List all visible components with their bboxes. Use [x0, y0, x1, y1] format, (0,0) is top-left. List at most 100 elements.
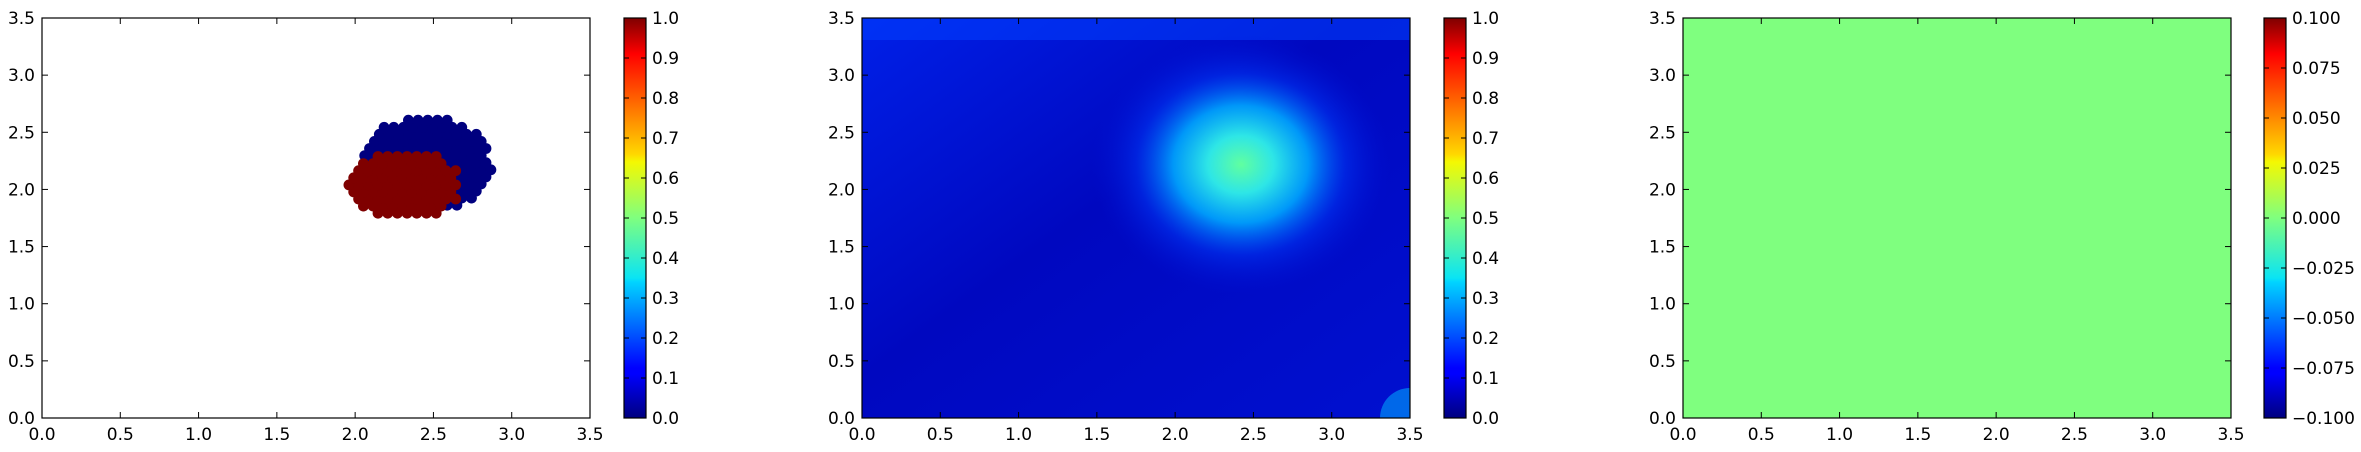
- y-tick-label: 0.0: [828, 409, 855, 429]
- colorbar-tick-label: 0.075: [2292, 59, 2341, 79]
- scatter-point: [456, 122, 467, 133]
- x-tick-label: 1.5: [263, 425, 290, 445]
- x-tick-label: 3.0: [1318, 425, 1345, 445]
- scatter-point: [373, 151, 384, 162]
- colorbar-tick-label: 0.025: [2292, 159, 2341, 179]
- x-tick-label: 3.5: [2217, 425, 2244, 445]
- y-tick-label: 2.5: [1649, 123, 1676, 143]
- scatter-point: [450, 165, 461, 176]
- colorbar-tick-label: 1.0: [652, 9, 679, 29]
- scatter-point: [421, 151, 432, 162]
- x-tick-label: 3.5: [576, 425, 603, 445]
- colorbar-tick-label: 1.0: [1472, 9, 1499, 29]
- y-tick-label: 3.0: [8, 66, 35, 86]
- y-tick-label: 0.5: [8, 352, 35, 372]
- y-tick-label: 2.0: [1649, 180, 1676, 200]
- x-tick-label: 0.5: [1748, 425, 1775, 445]
- colorbar-tick-label: 0.0: [1472, 409, 1499, 429]
- scatter-point: [392, 151, 403, 162]
- x-tick-label: 2.0: [1162, 425, 1189, 445]
- scatter-point: [432, 115, 443, 126]
- scatter-point: [471, 129, 482, 140]
- colorbar-tick-label: 0.7: [652, 129, 679, 149]
- x-tick-label: 2.5: [420, 425, 447, 445]
- colorbar-tick-label: 0.3: [652, 289, 679, 309]
- x-tick-label: 0.5: [927, 425, 954, 445]
- y-tick-label: 3.0: [828, 66, 855, 86]
- x-tick-label: 2.0: [342, 425, 369, 445]
- colorbar-tick-label: 0.4: [1472, 249, 1499, 269]
- colorbar-tick-label: 0.6: [652, 169, 679, 189]
- colorbar-tick-label: −0.100: [2292, 409, 2355, 429]
- colorbar-tick-label: 0.000: [2292, 209, 2341, 229]
- x-tick-label: 2.0: [1983, 425, 2010, 445]
- y-tick-label: 3.0: [1649, 66, 1676, 86]
- colorbar-tick-label: 0.050: [2292, 109, 2341, 129]
- colorbar-tick-label: −0.075: [2292, 359, 2355, 379]
- plot-area: [1683, 18, 2231, 418]
- chart-panel-2: 0.0 0.5 1.0 1.5 2.0 2.5 3.0 3.5 0.0 0.5 1.0 1.5 2.0 2…: [828, 9, 1499, 448]
- y-tick-label: 2.0: [828, 180, 855, 200]
- scatter-point: [431, 151, 442, 162]
- y-tick-label: 3.5: [8, 9, 35, 29]
- x-tick-label: 1.0: [1826, 425, 1853, 445]
- colorbar-tick-label: 0.8: [1472, 89, 1499, 109]
- y-tick-label: 1.0: [1649, 295, 1676, 315]
- colorbar-tick-label: 0.2: [1472, 329, 1499, 349]
- chart-panel-3: 0.0 0.5 1.0 1.5 2.0 2.5 3.0 3.50.00.51.01.52.02…: [1649, 9, 2355, 445]
- y-tick-label: 1.0: [8, 295, 35, 315]
- colorbar-tick-label: 0.5: [1472, 209, 1499, 229]
- colorbar-tick-label: 0.2: [652, 329, 679, 349]
- colorbar-tick-label: −0.050: [2292, 309, 2355, 329]
- x-tick-label: 3.5: [1396, 425, 1423, 445]
- x-tick-label: 2.5: [1240, 425, 1267, 445]
- scatter-point: [442, 115, 453, 126]
- plot-background: [42, 18, 590, 418]
- scatter-point: [358, 158, 369, 169]
- colorbar-tick-label: 0.9: [652, 49, 679, 69]
- x-tick-label: 0.5: [107, 425, 134, 445]
- colorbar-tick-label: 0.0: [652, 409, 679, 429]
- series-1: [344, 151, 462, 219]
- y-tick-label: 1.5: [1649, 238, 1676, 258]
- scatter-point: [403, 115, 414, 126]
- colorbar: 0.0 0.1 0.2 0.3 0.4 0.5 0.6 0.7 0.8 0.9 1.0: [624, 9, 679, 429]
- scatter-point: [413, 115, 424, 126]
- y-tick-label: 3.5: [828, 9, 855, 29]
- scatter-point: [382, 151, 393, 162]
- y-tick-label: 2.0: [8, 180, 35, 200]
- y-tick-label: 2.5: [8, 123, 35, 143]
- y-tick-label: 3.5: [1649, 9, 1676, 29]
- x-tick-label: 1.5: [1904, 425, 1931, 445]
- scatter-point: [411, 151, 422, 162]
- scatter-point: [422, 115, 433, 126]
- heatmap-peak: [1091, 34, 1391, 294]
- colorbar-tick-label: 0.6: [1472, 169, 1499, 189]
- colorbar: 0.0 0.1 0.2 0.3 0.4 0.5 0.6 0.7 0.8 0.9 1.0: [1444, 9, 1499, 429]
- colorbar-tick-label: 0.9: [1472, 49, 1499, 69]
- colorbar: −0.100 −0.075 −0.050 −0.025 0.000 0.025 0.050 0…: [2264, 9, 2355, 429]
- x-tick-label: 3.0: [498, 425, 525, 445]
- y-tick-label: 0.5: [1649, 352, 1676, 372]
- colorbar-tick-label: −0.025: [2292, 259, 2355, 279]
- colorbar-tick-label: 0.100: [2292, 9, 2341, 29]
- x-tick-label: 1.5: [1083, 425, 1110, 445]
- plot-area: [862, 18, 1440, 448]
- colorbar-tick-label: 0.7: [1472, 129, 1499, 149]
- x-tick-label: 1.0: [185, 425, 212, 445]
- heatmap-edge: [862, 18, 1410, 40]
- x-tick-label: 2.5: [2061, 425, 2088, 445]
- y-tick-label: 0.0: [8, 409, 35, 429]
- chart-panel-1: 0.0 0.5 1.0 1.5 2.0 2.5 3.0 3.5 0.0 0.5 1.0 1.5 2.0 2…: [8, 9, 679, 445]
- y-tick-label: 0.5: [828, 352, 855, 372]
- colorbar-tick-label: 0.1: [652, 369, 679, 389]
- y-tick-label: 2.5: [828, 123, 855, 143]
- x-tick-label: 1.0: [1005, 425, 1032, 445]
- heatmap-field: [1683, 18, 2231, 418]
- y-tick-label: 1.0: [828, 295, 855, 315]
- colorbar-tick-label: 0.1: [1472, 369, 1499, 389]
- y-tick-label: 1.5: [8, 238, 35, 258]
- scatter-point: [379, 122, 390, 133]
- colorbar-tick-label: 0.5: [652, 209, 679, 229]
